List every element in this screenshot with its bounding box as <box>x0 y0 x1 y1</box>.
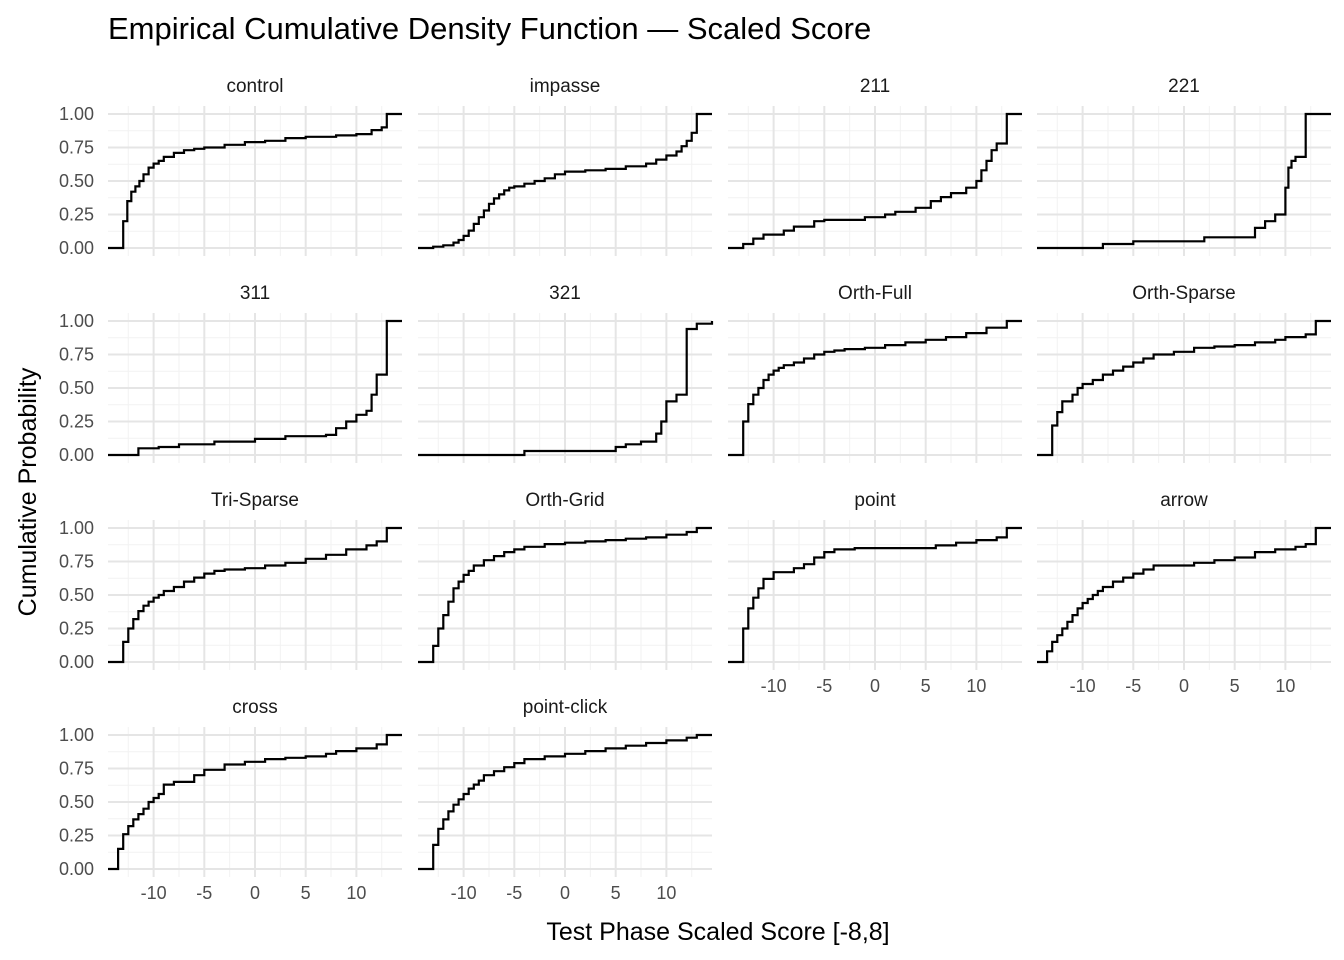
y-axis-title: Cumulative Probability <box>14 367 42 616</box>
x-tick-label: -10 <box>141 883 167 903</box>
y-tick-label: 0.75 <box>59 552 94 572</box>
x-axis-title: Test Phase Scaled Score [-8,8] <box>546 918 889 946</box>
panel-211: 211 <box>728 76 1022 256</box>
x-tick-label: 5 <box>1230 676 1240 696</box>
y-tick-label: 0.75 <box>59 138 94 158</box>
panel-control: control 0.00 0.25 0.50 0.75 1.00 <box>59 76 402 258</box>
facet-label: Orth-Full <box>838 283 912 304</box>
y-tick-label: 0.00 <box>59 238 94 258</box>
panel-cross: cross 0.00 0.25 0.50 0.75 1.00 -10 -5 0 5 10 <box>59 697 402 903</box>
facet-label: Tri-Sparse <box>211 490 299 511</box>
ecdf-line-control <box>108 112 402 250</box>
ecdf-line-arrow <box>1037 526 1331 664</box>
x-tick-label: 10 <box>656 883 676 903</box>
x-tick-label: 0 <box>870 676 880 696</box>
x-tick-label: -5 <box>506 883 522 903</box>
panel-Orth-Sparse: Orth-Sparse <box>1037 283 1331 463</box>
facet-label: 311 <box>240 283 270 304</box>
facet-label: Orth-Sparse <box>1132 283 1235 304</box>
ecdf-line-Orth-Grid <box>418 526 712 664</box>
y-tick-label: 1.00 <box>59 104 94 124</box>
facet-panels: control 0.00 0.25 0.50 0.75 1.00 impasse 211 221… <box>59 76 1331 903</box>
y-tick-label: 0.00 <box>59 652 94 672</box>
ecdf-line-311 <box>108 319 402 457</box>
y-tick-label: 0.25 <box>59 412 94 432</box>
panel-point: point -10 -5 0 5 10 <box>728 490 1022 696</box>
facet-label: arrow <box>1160 490 1208 511</box>
panel-Orth-Grid: Orth-Grid <box>418 490 712 670</box>
facet-label: control <box>226 76 283 97</box>
ecdf-line-Tri-Sparse <box>108 526 402 664</box>
y-tick-label: 0.75 <box>59 759 94 779</box>
panel-Tri-Sparse: Tri-Sparse 0.00 0.25 0.50 0.75 1.00 <box>59 490 402 672</box>
ecdf-line-321 <box>418 321 714 457</box>
panel-Orth-Full: Orth-Full <box>728 283 1022 463</box>
x-tick-label: -10 <box>761 676 787 696</box>
facet-label: point <box>854 490 896 511</box>
x-tick-label: 10 <box>966 676 986 696</box>
facet-label: Orth-Grid <box>525 490 604 511</box>
facet-label: 211 <box>860 76 890 97</box>
panel-321: 321 <box>418 283 714 463</box>
panel-311: 311 0.00 0.25 0.50 0.75 1.00 <box>59 283 402 465</box>
x-tick-label: -5 <box>816 676 832 696</box>
panel-point-click: point-click -10 -5 0 5 10 <box>418 697 712 903</box>
y-tick-label: 1.00 <box>59 311 94 331</box>
y-tick-label: 1.00 <box>59 725 94 745</box>
y-tick-label: 0.50 <box>59 378 94 398</box>
y-tick-label: 0.25 <box>59 619 94 639</box>
y-tick-label: 0.25 <box>59 205 94 225</box>
ecdf-line-Orth-Full <box>728 319 1022 457</box>
facet-label: point-click <box>523 697 608 718</box>
panel-arrow: arrow -10 -5 0 5 10 <box>1037 490 1331 696</box>
facet-label: 221 <box>1168 76 1200 97</box>
panel-impasse: impasse <box>418 76 712 256</box>
ecdf-line-Orth-Sparse <box>1037 319 1331 457</box>
x-tick-label: 5 <box>611 883 621 903</box>
ecdf-line-cross <box>108 733 402 871</box>
y-tick-label: 0.00 <box>59 859 94 879</box>
y-tick-label: 0.25 <box>59 826 94 846</box>
x-tick-label: 0 <box>560 883 570 903</box>
x-tick-label: 0 <box>250 883 260 903</box>
x-tick-label: 10 <box>1275 676 1295 696</box>
ecdf-line-point-click <box>418 733 712 871</box>
facet-label: impasse <box>530 76 601 97</box>
y-tick-label: 1.00 <box>59 518 94 538</box>
x-tick-label: -5 <box>1125 676 1141 696</box>
ecdf-line-impasse <box>418 112 712 250</box>
ecdf-line-point <box>728 526 1022 664</box>
x-tick-label: -5 <box>196 883 212 903</box>
x-tick-label: -10 <box>1070 676 1096 696</box>
ecdf-line-221 <box>1037 112 1331 250</box>
x-tick-label: -10 <box>451 883 477 903</box>
y-tick-label: 0.50 <box>59 585 94 605</box>
facet-label: 321 <box>549 283 581 304</box>
y-tick-label: 0.75 <box>59 345 94 365</box>
x-tick-label: 5 <box>301 883 311 903</box>
y-tick-label: 0.00 <box>59 445 94 465</box>
x-tick-label: 0 <box>1179 676 1189 696</box>
x-tick-label: 10 <box>346 883 366 903</box>
chart-title: Empirical Cumulative Density Function — … <box>108 11 871 46</box>
facet-label: cross <box>232 697 277 718</box>
y-tick-label: 0.50 <box>59 171 94 191</box>
panel-221: 221 <box>1037 76 1331 256</box>
x-tick-label: 5 <box>921 676 931 696</box>
ecdf-line-211 <box>728 112 1022 250</box>
y-tick-label: 0.50 <box>59 792 94 812</box>
